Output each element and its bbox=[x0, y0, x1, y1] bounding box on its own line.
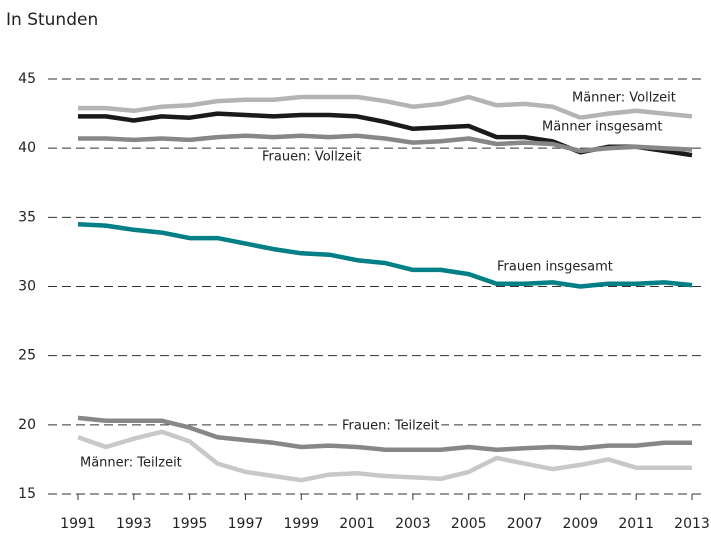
x-tick-label: 1991 bbox=[60, 516, 96, 532]
label-background bbox=[495, 259, 615, 275]
label-background bbox=[78, 455, 184, 471]
series-line bbox=[78, 94, 693, 120]
x-tick-label: 2011 bbox=[618, 516, 654, 532]
series-label: Männer: Vollzeit bbox=[572, 91, 676, 106]
label-background bbox=[540, 119, 665, 135]
x-tick-label: 1993 bbox=[116, 516, 152, 532]
y-tick-label: 25 bbox=[18, 348, 36, 364]
series-label: Männer insgesamt bbox=[542, 120, 663, 135]
label-background bbox=[260, 149, 364, 165]
series-line bbox=[77, 415, 692, 452]
y-tick-label: 40 bbox=[18, 140, 36, 156]
series-label: Frauen: Vollzeit bbox=[262, 150, 361, 165]
series-line bbox=[78, 133, 693, 154]
series-label: Frauen insgesamt bbox=[497, 260, 613, 275]
x-tick-label: 2001 bbox=[339, 516, 375, 532]
x-tick-label: 1995 bbox=[172, 516, 208, 532]
x-tick-label: 2009 bbox=[563, 516, 599, 532]
y-tick-label: 30 bbox=[18, 279, 36, 295]
x-tick-label: 2003 bbox=[395, 516, 431, 532]
x-tick-label: 1999 bbox=[283, 516, 319, 532]
series-label: Männer: Teilzeit bbox=[80, 456, 182, 471]
series-label: Frauen: Teilzeit bbox=[342, 419, 439, 434]
label-background bbox=[570, 90, 678, 106]
x-tick-label: 2013 bbox=[674, 516, 710, 532]
y-tick-label: 35 bbox=[18, 209, 36, 225]
y-tick-label: 45 bbox=[18, 71, 36, 87]
label-background bbox=[340, 418, 442, 434]
x-tick-label: 1997 bbox=[228, 516, 264, 532]
x-tick-label: 2005 bbox=[451, 516, 487, 532]
x-tick-label: 2007 bbox=[507, 516, 543, 532]
series-line bbox=[77, 222, 693, 289]
chart-title: In Stunden bbox=[6, 10, 98, 30]
series-line bbox=[77, 429, 692, 483]
y-tick-label: 20 bbox=[18, 417, 36, 433]
y-tick-label: 15 bbox=[18, 486, 36, 502]
